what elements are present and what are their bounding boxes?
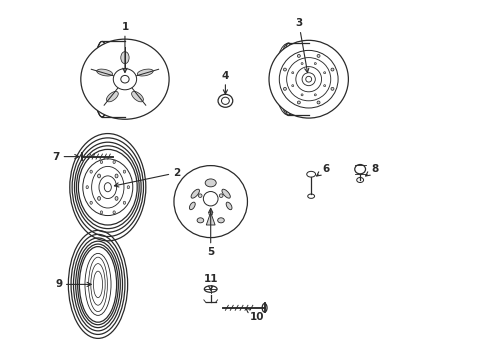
Ellipse shape [292, 85, 294, 87]
Ellipse shape [98, 174, 100, 178]
Ellipse shape [113, 161, 115, 163]
Ellipse shape [220, 194, 223, 197]
Ellipse shape [302, 73, 316, 86]
Ellipse shape [301, 63, 303, 64]
Ellipse shape [292, 72, 294, 74]
Ellipse shape [222, 189, 230, 198]
Text: 8: 8 [366, 164, 378, 176]
Ellipse shape [205, 179, 216, 187]
Ellipse shape [198, 194, 202, 197]
Ellipse shape [324, 85, 326, 87]
Ellipse shape [287, 58, 331, 101]
Ellipse shape [221, 97, 229, 104]
Ellipse shape [86, 186, 88, 189]
Ellipse shape [132, 91, 144, 102]
Ellipse shape [123, 170, 125, 173]
Ellipse shape [331, 68, 334, 71]
Ellipse shape [81, 39, 169, 119]
Text: 4: 4 [221, 71, 229, 94]
Ellipse shape [97, 69, 113, 76]
Ellipse shape [297, 54, 300, 57]
Ellipse shape [82, 40, 168, 118]
Polygon shape [206, 212, 215, 225]
Text: 10: 10 [246, 309, 265, 322]
Ellipse shape [98, 197, 100, 200]
Ellipse shape [283, 87, 286, 90]
Ellipse shape [331, 87, 334, 90]
Ellipse shape [123, 201, 125, 204]
Text: 1: 1 [122, 22, 128, 72]
Ellipse shape [127, 186, 129, 189]
Ellipse shape [317, 54, 320, 57]
Ellipse shape [296, 67, 321, 92]
Text: 7: 7 [52, 152, 79, 162]
Ellipse shape [204, 286, 217, 292]
Ellipse shape [269, 40, 348, 118]
Text: 2: 2 [115, 168, 180, 187]
Ellipse shape [83, 159, 133, 216]
Ellipse shape [307, 171, 316, 177]
Ellipse shape [297, 101, 300, 104]
Ellipse shape [137, 69, 153, 76]
Ellipse shape [355, 165, 366, 174]
Ellipse shape [357, 177, 364, 183]
Text: 5: 5 [207, 208, 214, 257]
Ellipse shape [113, 211, 115, 214]
Ellipse shape [85, 253, 111, 315]
Ellipse shape [100, 211, 102, 214]
Ellipse shape [262, 303, 267, 312]
Ellipse shape [113, 69, 137, 90]
Ellipse shape [83, 41, 167, 117]
Ellipse shape [308, 194, 315, 198]
Ellipse shape [270, 42, 347, 117]
Ellipse shape [324, 72, 326, 74]
Ellipse shape [115, 197, 118, 200]
Ellipse shape [90, 201, 92, 204]
Ellipse shape [203, 192, 218, 206]
Ellipse shape [92, 166, 124, 208]
Text: 11: 11 [203, 274, 218, 290]
Ellipse shape [218, 218, 224, 223]
Ellipse shape [190, 202, 195, 210]
Ellipse shape [197, 218, 204, 223]
Ellipse shape [226, 202, 232, 210]
Ellipse shape [104, 183, 111, 192]
Ellipse shape [209, 212, 213, 215]
Ellipse shape [121, 76, 129, 83]
Ellipse shape [174, 166, 247, 238]
Ellipse shape [191, 189, 199, 198]
Ellipse shape [121, 51, 129, 64]
Ellipse shape [100, 161, 102, 163]
Ellipse shape [279, 50, 338, 108]
Text: 6: 6 [317, 164, 329, 176]
Ellipse shape [314, 63, 317, 64]
Text: 3: 3 [295, 18, 309, 72]
Ellipse shape [99, 176, 117, 199]
Ellipse shape [306, 76, 312, 82]
Ellipse shape [272, 43, 345, 115]
Ellipse shape [317, 101, 320, 104]
Ellipse shape [115, 174, 118, 178]
Ellipse shape [314, 94, 317, 96]
Ellipse shape [218, 94, 233, 107]
Ellipse shape [90, 170, 92, 173]
Ellipse shape [301, 94, 303, 96]
Ellipse shape [106, 91, 118, 102]
Text: 9: 9 [55, 279, 91, 289]
Ellipse shape [283, 68, 286, 71]
